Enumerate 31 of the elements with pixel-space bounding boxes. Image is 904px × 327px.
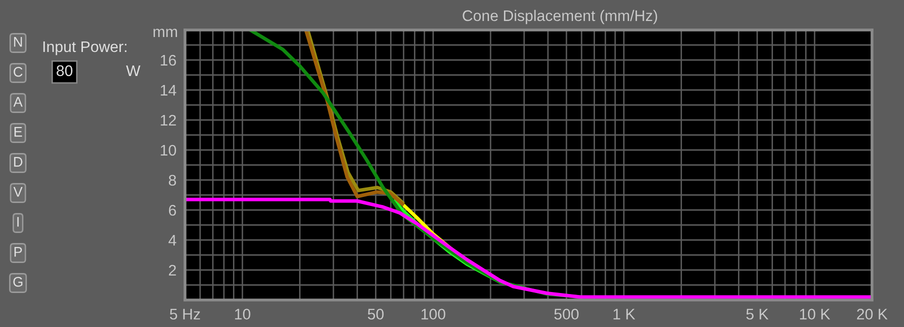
y-tick-label: 10 [160,144,176,156]
y-axis-title: mm [154,28,177,37]
text: W [126,65,140,76]
text: 80 [56,65,72,76]
text: E [14,127,22,137]
text: C [14,66,22,77]
x-tick-label: 1 K [614,308,636,320]
text: V [13,187,23,197]
x-tick-label: 20 K [857,308,888,320]
x-tick-label: 10 K [800,308,830,320]
text: P [14,247,22,257]
text: Input Power: [43,41,126,56]
y-tick-label: 6 [168,204,176,216]
text: A [13,97,23,107]
y-tick-label: 12 [160,114,176,126]
x-tick-label: 10 [235,308,250,320]
text: D [14,157,22,167]
y-tick-label: 4 [168,235,176,246]
x-tick-label: 500 [554,308,579,320]
x-tick-label: 50 [368,308,384,320]
y-tick-label: 16 [160,54,176,66]
text: G [13,276,22,287]
text: I [17,217,19,227]
x-tick-label: 100 [422,308,446,320]
y-tick-label: 14 [160,85,176,96]
chart-title: Cone Displacement (mm/Hz) [462,10,658,24]
x-tick-label: 5 K [746,308,768,320]
x-tick-label: 5 Hz [170,308,200,320]
y-tick-label: 2 [168,264,176,276]
y-tick-label: 8 [168,174,176,186]
text: N [14,37,22,47]
